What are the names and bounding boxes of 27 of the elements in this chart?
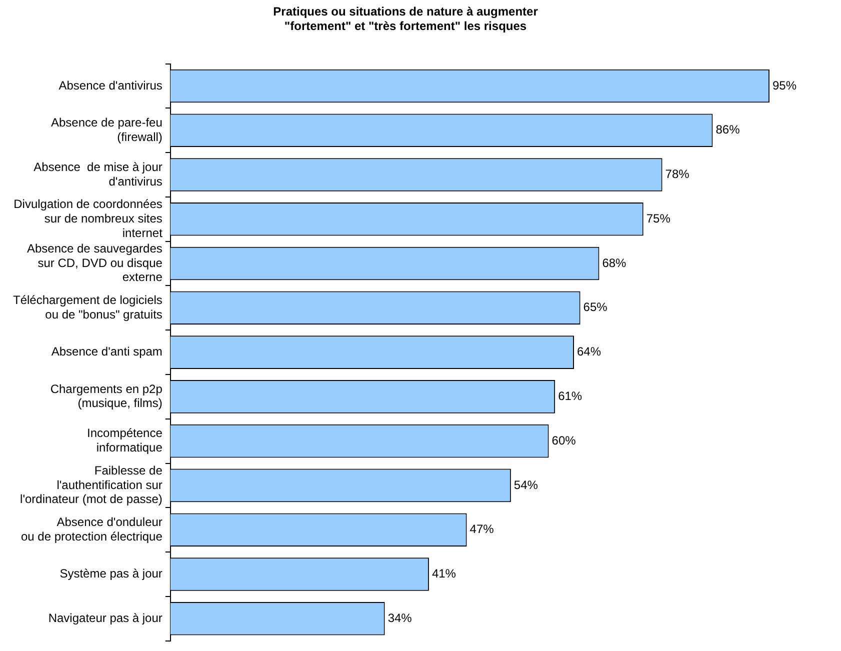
data-label: 86% bbox=[716, 122, 740, 137]
data-label: 78% bbox=[665, 167, 690, 182]
data-label: 75% bbox=[646, 211, 671, 226]
data-label: 54% bbox=[514, 478, 538, 492]
data-label: 65% bbox=[583, 300, 608, 314]
y-tick-label: Absence d'antivirus bbox=[58, 78, 162, 92]
data-label: 64% bbox=[576, 344, 602, 359]
y-tick-label: Absence de sauvegardes sur CD, DVD ou disque externe bbox=[26, 241, 163, 284]
data-label: 34% bbox=[388, 610, 412, 625]
data-label: 61% bbox=[558, 388, 582, 403]
y-tick-label: Absence d'onduleur ou de protection électrique bbox=[20, 514, 163, 544]
y-tick-label: Incompétence informatique bbox=[87, 426, 163, 455]
data-label: 60% bbox=[552, 433, 576, 448]
y-tick-label: Faiblesse de l'authentification sur l'ordinateur (mot de passe) bbox=[20, 463, 163, 506]
y-tick-label: Navigateur pas à jour bbox=[48, 610, 162, 625]
data-label: 68% bbox=[602, 256, 627, 270]
y-tick-label: Système pas à jour bbox=[60, 566, 162, 581]
chart-title: Pratiques ou situations de nature à augmenter "fortement" et "très fortement" les risques bbox=[273, 4, 538, 33]
y-tick-label: Chargements en p2p (musique, films) bbox=[50, 382, 163, 410]
data-label: 47% bbox=[470, 522, 494, 536]
y-tick-label: Absence de pare-feu (firewall) bbox=[50, 115, 162, 144]
data-label: 41% bbox=[432, 566, 456, 581]
y-tick-label: Absence de mise à jour d'antivirus bbox=[34, 160, 162, 188]
y-tick-label: Divulgation de coordonnées sur de nombreux sites internet bbox=[14, 197, 164, 240]
data-label: 95% bbox=[772, 78, 797, 92]
y-tick-label: Téléchargement de logiciels ou de "bonus" gratuits bbox=[12, 293, 162, 322]
y-tick-label: Absence d'anti spam bbox=[51, 344, 162, 359]
